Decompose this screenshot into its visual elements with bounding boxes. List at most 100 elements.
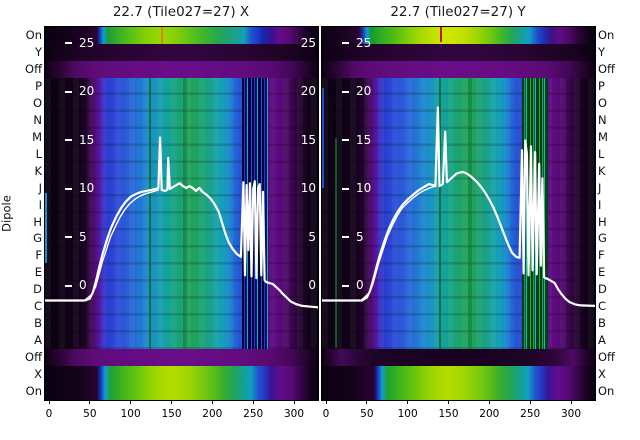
overlay-tick-value: 5 [79, 229, 87, 244]
x-tick-label: 250 [520, 408, 541, 420]
bandpass-secondary-x [84, 189, 160, 301]
band-y [45, 44, 318, 61]
x-tick-label: 150 [438, 408, 459, 420]
overlay-tick-label: 25 [65, 35, 94, 51]
overlay-tick-dash [342, 236, 349, 238]
x-tick-label: 150 [161, 408, 182, 420]
row-label-right: On [598, 28, 615, 42]
row-label-left: H [33, 214, 42, 229]
overlay-tick-dash [342, 90, 349, 93]
overlay-tick-value: 20 [79, 84, 95, 98]
row-label-right: Off [598, 61, 615, 76]
row-label-left: O [32, 95, 42, 110]
x-tick-mark [448, 400, 449, 404]
band-on-top [322, 27, 595, 44]
x-tick-mark [366, 400, 368, 404]
overlay-tick-label: 15 [65, 132, 94, 148]
x-tick-label: 300 [560, 408, 582, 420]
row-label-left: On [25, 28, 42, 42]
row-label-left: On [25, 384, 42, 399]
row-label-left: Y [34, 44, 42, 59]
overlay-tick-dash [342, 139, 349, 141]
overlay-tick-label: 20 [300, 84, 316, 98]
edge-sliver [45, 193, 47, 263]
row-label-right: A [598, 333, 606, 348]
row-label-left: B [34, 316, 42, 331]
overlay-tick-dash [342, 187, 349, 190]
overlay-tick-label: 25 [342, 35, 371, 51]
overlay-tick-label: 10 [300, 181, 316, 195]
x-tick-mark [570, 400, 572, 404]
row-label-right: M [598, 129, 608, 144]
edge-sliver [322, 88, 324, 188]
x-tick-label: 200 [479, 408, 500, 420]
x-tick-mark [488, 400, 490, 404]
row-label-left: E [34, 265, 42, 280]
overlay-tick-value: 15 [356, 132, 372, 147]
overlay-tick-dash [65, 42, 72, 44]
overlay-tick-label: 20 [342, 83, 371, 99]
row-label-left: D [33, 282, 42, 297]
overlay-tick-label: 15 [342, 132, 371, 148]
band-off-top [45, 61, 318, 78]
green-rfi-column [468, 78, 472, 349]
overlay-tick-dash [65, 139, 72, 141]
row-label-right: F [598, 248, 605, 263]
band-on-top [45, 27, 318, 44]
overlay-tick-value: 25 [356, 35, 372, 50]
heatmap-texture [45, 78, 318, 349]
row-label-left: K [34, 163, 42, 178]
overlay-tick-label: 10 [65, 180, 94, 196]
x-tick-mark [89, 400, 91, 404]
row-label-left: I [38, 197, 42, 212]
x-tick-label: 100 [397, 408, 418, 420]
dipole-heatmap-block [45, 78, 318, 349]
overlay-tick-dash [342, 42, 349, 44]
band-off-top [322, 61, 595, 78]
x-tick-mark [293, 400, 295, 404]
row-label-right: E [598, 265, 606, 280]
x-tick-mark [529, 400, 531, 404]
heatmap-panel-y [321, 26, 596, 401]
row-label-right: N [598, 112, 607, 127]
overlay-tick-value: 10 [356, 181, 372, 195]
rfi-marker-orange [161, 27, 163, 44]
green-rfi-line [439, 78, 441, 349]
panel-title-x: 22.7 (Tile027=27) X [112, 4, 250, 20]
overlay-tick-dash [65, 187, 72, 190]
overlay-tick-value: 25 [79, 35, 95, 50]
overlay-tick-value: 20 [356, 84, 372, 98]
row-label-right: X [598, 367, 606, 382]
x-tick-mark [48, 400, 50, 404]
row-label-right: G [598, 231, 607, 246]
row-label-left: J [38, 180, 42, 195]
row-label-right: O [598, 95, 608, 110]
rfi-marker-red [440, 27, 442, 42]
overlay-tick-label: 0 [342, 277, 364, 293]
overlay-tick-dash [65, 236, 72, 238]
x-tick-label: 100 [120, 408, 141, 420]
row-label-left: A [34, 333, 42, 348]
bandpass-secondary-y [361, 185, 437, 301]
x-tick-mark [211, 400, 213, 404]
x-tick-label: 200 [202, 408, 223, 420]
green-edge-line [335, 138, 337, 348]
row-label-left: F [35, 248, 42, 263]
panel-title-y: 22.7 (Tile027=27) Y [390, 4, 526, 20]
heatmap-panel-x [44, 26, 319, 401]
row-label-left: X [34, 367, 42, 382]
overlay-tick-label: 20 [65, 83, 94, 99]
row-label-right: I [598, 197, 602, 212]
band-off-bottom [45, 349, 318, 366]
row-label-right: H [598, 214, 607, 229]
row-label-left: M [32, 129, 42, 144]
x-tick-mark [407, 400, 409, 404]
overlay-tick-label: 5 [65, 229, 87, 245]
band-y [322, 44, 595, 61]
row-label-right: C [598, 299, 607, 314]
overlay-tick-label: 15 [300, 132, 316, 147]
heatmap-row-seams [322, 78, 595, 349]
row-label-left: Off [25, 350, 42, 365]
row-label-right: Y [598, 44, 606, 59]
x-tick-label: 250 [243, 408, 264, 420]
